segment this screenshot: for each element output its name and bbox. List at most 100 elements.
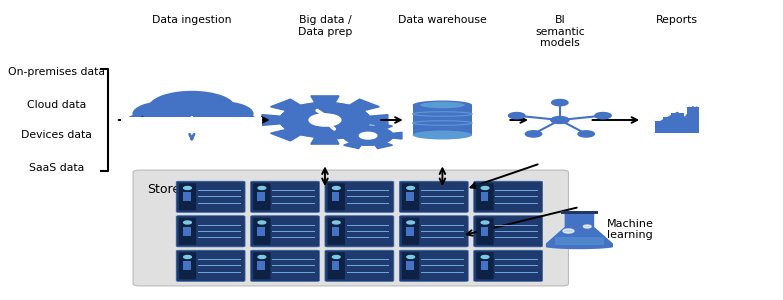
FancyBboxPatch shape bbox=[399, 216, 468, 247]
FancyBboxPatch shape bbox=[258, 192, 265, 201]
FancyBboxPatch shape bbox=[179, 252, 196, 279]
Text: Store: Store bbox=[147, 183, 180, 196]
Polygon shape bbox=[334, 123, 402, 148]
FancyBboxPatch shape bbox=[476, 183, 493, 210]
FancyBboxPatch shape bbox=[253, 218, 271, 245]
FancyBboxPatch shape bbox=[325, 181, 394, 212]
FancyBboxPatch shape bbox=[327, 183, 345, 210]
Circle shape bbox=[407, 256, 414, 259]
Circle shape bbox=[184, 187, 191, 190]
Circle shape bbox=[359, 132, 377, 139]
FancyBboxPatch shape bbox=[176, 216, 245, 247]
FancyBboxPatch shape bbox=[481, 227, 489, 236]
FancyBboxPatch shape bbox=[327, 218, 345, 245]
FancyBboxPatch shape bbox=[258, 227, 265, 236]
FancyBboxPatch shape bbox=[253, 252, 271, 279]
Circle shape bbox=[309, 114, 341, 126]
FancyBboxPatch shape bbox=[481, 261, 489, 270]
Text: On-premises data: On-premises data bbox=[8, 67, 105, 77]
FancyBboxPatch shape bbox=[402, 183, 420, 210]
FancyBboxPatch shape bbox=[258, 261, 265, 270]
Circle shape bbox=[595, 112, 612, 119]
Circle shape bbox=[407, 187, 414, 190]
FancyBboxPatch shape bbox=[399, 250, 468, 281]
Circle shape bbox=[482, 221, 489, 224]
FancyBboxPatch shape bbox=[399, 181, 468, 212]
FancyBboxPatch shape bbox=[133, 170, 568, 286]
FancyBboxPatch shape bbox=[325, 250, 394, 281]
FancyBboxPatch shape bbox=[327, 252, 345, 279]
Text: Data ingestion: Data ingestion bbox=[152, 15, 232, 25]
Circle shape bbox=[258, 256, 265, 259]
Text: SaaS data: SaaS data bbox=[29, 163, 84, 173]
Circle shape bbox=[333, 221, 340, 224]
Circle shape bbox=[482, 256, 489, 259]
FancyBboxPatch shape bbox=[332, 192, 340, 201]
FancyBboxPatch shape bbox=[183, 227, 191, 236]
FancyBboxPatch shape bbox=[179, 218, 196, 245]
Text: BI
semantic
models: BI semantic models bbox=[535, 15, 585, 48]
Circle shape bbox=[407, 221, 414, 224]
Circle shape bbox=[149, 92, 235, 124]
Text: Cloud data: Cloud data bbox=[27, 100, 86, 110]
FancyBboxPatch shape bbox=[663, 117, 676, 133]
FancyBboxPatch shape bbox=[402, 218, 420, 245]
Text: Devices data: Devices data bbox=[21, 130, 92, 140]
Text: Machine
learning: Machine learning bbox=[607, 219, 654, 240]
FancyBboxPatch shape bbox=[481, 192, 489, 201]
FancyBboxPatch shape bbox=[406, 261, 414, 270]
FancyBboxPatch shape bbox=[655, 121, 668, 133]
FancyBboxPatch shape bbox=[332, 227, 340, 236]
FancyBboxPatch shape bbox=[251, 250, 319, 281]
FancyBboxPatch shape bbox=[183, 192, 191, 201]
Circle shape bbox=[184, 221, 191, 224]
FancyBboxPatch shape bbox=[474, 216, 543, 247]
Circle shape bbox=[552, 100, 568, 106]
Circle shape bbox=[133, 102, 196, 126]
Polygon shape bbox=[262, 96, 388, 144]
Ellipse shape bbox=[413, 130, 472, 140]
FancyBboxPatch shape bbox=[176, 250, 245, 281]
Circle shape bbox=[583, 225, 591, 228]
Text: Data warehouse: Data warehouse bbox=[398, 15, 487, 25]
FancyBboxPatch shape bbox=[561, 211, 597, 214]
Circle shape bbox=[550, 116, 569, 124]
FancyBboxPatch shape bbox=[474, 181, 543, 212]
Circle shape bbox=[508, 112, 525, 119]
FancyBboxPatch shape bbox=[671, 113, 684, 133]
FancyBboxPatch shape bbox=[679, 118, 691, 133]
FancyBboxPatch shape bbox=[554, 238, 604, 245]
FancyBboxPatch shape bbox=[332, 261, 340, 270]
FancyBboxPatch shape bbox=[325, 216, 394, 247]
Circle shape bbox=[211, 113, 258, 131]
FancyBboxPatch shape bbox=[179, 183, 196, 210]
Circle shape bbox=[525, 131, 542, 137]
Circle shape bbox=[343, 126, 393, 145]
FancyBboxPatch shape bbox=[687, 107, 699, 133]
FancyBboxPatch shape bbox=[176, 181, 245, 212]
FancyBboxPatch shape bbox=[253, 183, 271, 210]
Polygon shape bbox=[547, 212, 612, 247]
Circle shape bbox=[563, 229, 574, 233]
FancyBboxPatch shape bbox=[476, 218, 493, 245]
Circle shape bbox=[258, 187, 265, 190]
FancyBboxPatch shape bbox=[121, 117, 262, 134]
FancyBboxPatch shape bbox=[406, 227, 414, 236]
FancyBboxPatch shape bbox=[476, 252, 493, 279]
Circle shape bbox=[333, 187, 340, 190]
Text: Big data /
Data prep: Big data / Data prep bbox=[298, 15, 352, 37]
FancyBboxPatch shape bbox=[406, 192, 414, 201]
Ellipse shape bbox=[413, 100, 472, 109]
Circle shape bbox=[578, 131, 594, 137]
Circle shape bbox=[280, 103, 370, 137]
FancyBboxPatch shape bbox=[183, 261, 191, 270]
Circle shape bbox=[258, 221, 265, 224]
FancyBboxPatch shape bbox=[474, 250, 543, 281]
Circle shape bbox=[184, 256, 191, 259]
FancyBboxPatch shape bbox=[413, 105, 472, 135]
Circle shape bbox=[333, 256, 340, 259]
Circle shape bbox=[190, 102, 253, 126]
Ellipse shape bbox=[420, 102, 465, 108]
FancyBboxPatch shape bbox=[251, 216, 319, 247]
Ellipse shape bbox=[547, 244, 612, 249]
